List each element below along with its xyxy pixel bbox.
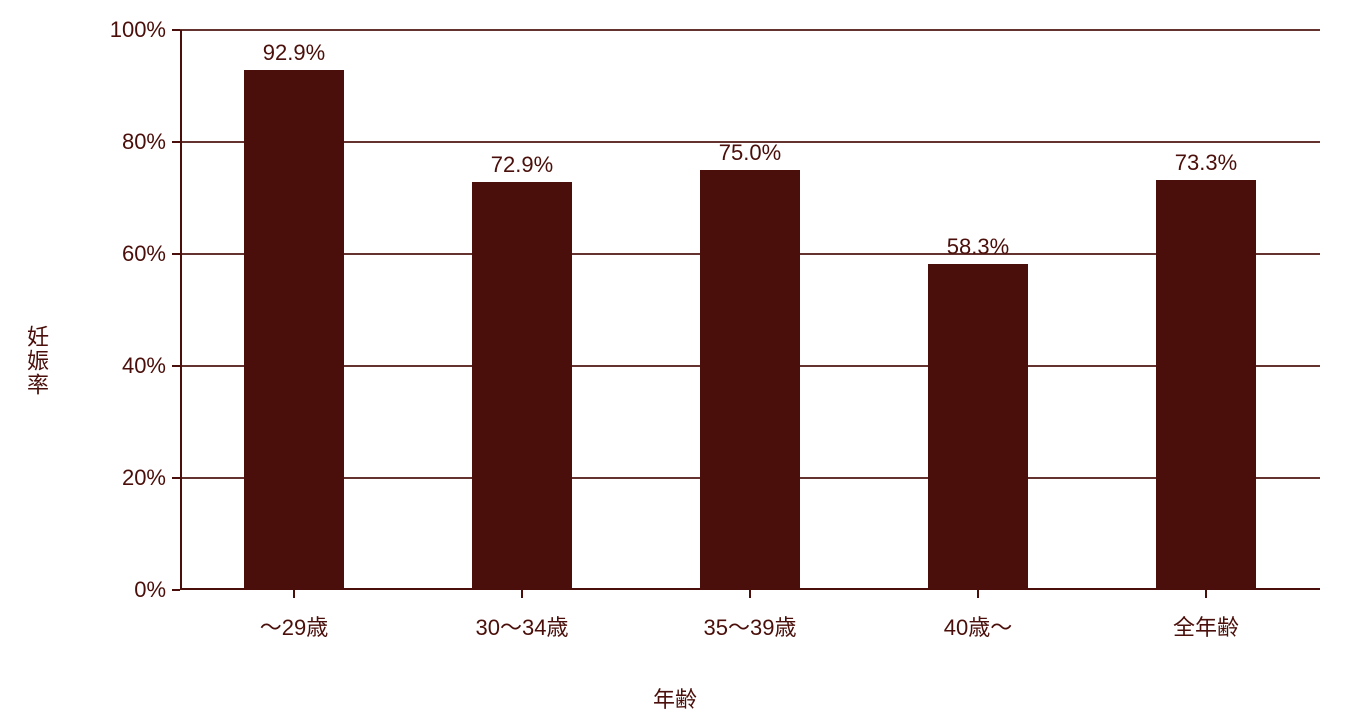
x-tick-label: 35～39歳 — [704, 610, 797, 642]
pregnancy-rate-chart: 妊娠率 年齢 0%20%40%60%80%100%92.9%～29歳72.9%3… — [0, 0, 1350, 722]
x-tick-mark — [749, 590, 751, 598]
plot-area: 0%20%40%60%80%100%92.9%～29歳72.9%30～34歳75… — [180, 30, 1320, 590]
bar: 75.0% — [700, 170, 800, 590]
x-tick-mark — [293, 590, 295, 598]
bar-value-label: 58.3% — [947, 234, 1009, 260]
bar: 58.3% — [928, 264, 1028, 590]
y-tick-label: 80% — [122, 129, 180, 155]
x-tick-label: 全年齢 — [1173, 610, 1239, 642]
x-tick-label: 30～34歳 — [476, 610, 569, 642]
gridline — [180, 29, 1320, 31]
y-tick-label: 60% — [122, 241, 180, 267]
bar: 72.9% — [472, 182, 572, 590]
bar: 92.9% — [244, 70, 344, 590]
y-tick-label: 0% — [134, 577, 180, 603]
bar-value-label: 72.9% — [491, 152, 553, 178]
x-tick-mark — [1205, 590, 1207, 598]
bar-value-label: 75.0% — [719, 140, 781, 166]
y-axis-line — [180, 30, 182, 590]
x-tick-label: 40歳～ — [944, 610, 1012, 642]
y-tick-label: 20% — [122, 465, 180, 491]
x-tick-mark — [521, 590, 523, 598]
bar-value-label: 73.3% — [1175, 150, 1237, 176]
y-axis-title: 妊娠率 — [20, 325, 52, 397]
x-tick-mark — [977, 590, 979, 598]
y-tick-label: 40% — [122, 353, 180, 379]
bar: 73.3% — [1156, 180, 1256, 590]
x-tick-label: ～29歳 — [260, 610, 328, 642]
bar-value-label: 92.9% — [263, 40, 325, 66]
x-axis-title: 年齢 — [653, 682, 697, 714]
y-tick-label: 100% — [110, 17, 180, 43]
